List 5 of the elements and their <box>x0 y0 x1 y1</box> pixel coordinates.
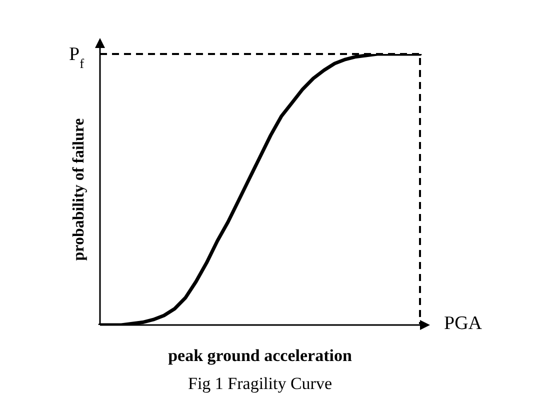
text: P$_{f}$ <box>68 44 85 70</box>
y-axis-title: probability of failure <box>70 118 88 261</box>
text: PGA <box>444 313 482 335</box>
x-axis-title: peak ground acceleration <box>168 346 352 365</box>
caption: Fig 1 Fragility Curve <box>186 374 334 394</box>
